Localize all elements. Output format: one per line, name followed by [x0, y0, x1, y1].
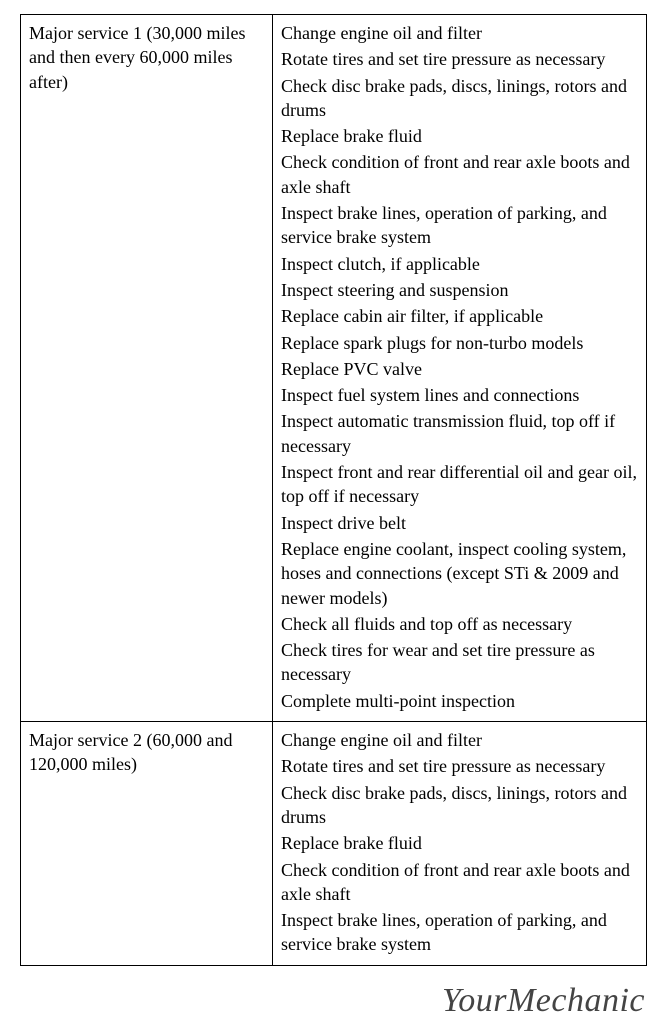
- service-item: Rotate tires and set tire pressure as ne…: [281, 754, 638, 778]
- footer-brand: YourMechanic: [0, 976, 667, 1030]
- service-items-cell: Change engine oil and filterRotate tires…: [273, 722, 647, 966]
- service-item: Check condition of front and rear axle b…: [281, 150, 638, 199]
- service-item: Check disc brake pads, discs, linings, r…: [281, 74, 638, 123]
- service-item: Inspect clutch, if applicable: [281, 252, 638, 276]
- service-item: Check all fluids and top off as necessar…: [281, 612, 638, 636]
- service-table: Major service 1 (30,000 miles and then e…: [20, 14, 647, 966]
- service-item: Check condition of front and rear axle b…: [281, 858, 638, 907]
- service-item: Inspect automatic transmission fluid, to…: [281, 409, 638, 458]
- service-item: Rotate tires and set tire pressure as ne…: [281, 47, 638, 71]
- service-item: Inspect drive belt: [281, 511, 638, 535]
- service-label-cell: Major service 1 (30,000 miles and then e…: [21, 15, 273, 722]
- service-item: Inspect brake lines, operation of parkin…: [281, 908, 638, 957]
- table-row: Major service 2 (60,000 and 120,000 mile…: [21, 722, 647, 966]
- table-row: Major service 1 (30,000 miles and then e…: [21, 15, 647, 722]
- table-container: Major service 1 (30,000 miles and then e…: [0, 0, 667, 976]
- service-item: Check tires for wear and set tire pressu…: [281, 638, 638, 687]
- service-item: Inspect front and rear differential oil …: [281, 460, 638, 509]
- service-item: Replace brake fluid: [281, 124, 638, 148]
- service-label-cell: Major service 2 (60,000 and 120,000 mile…: [21, 722, 273, 966]
- service-items-cell: Change engine oil and filterRotate tires…: [273, 15, 647, 722]
- service-item: Check disc brake pads, discs, linings, r…: [281, 781, 638, 830]
- service-table-body: Major service 1 (30,000 miles and then e…: [21, 15, 647, 966]
- service-item: Inspect fuel system lines and connection…: [281, 383, 638, 407]
- service-item: Replace spark plugs for non-turbo models: [281, 331, 638, 355]
- service-item: Replace cabin air filter, if applicable: [281, 304, 638, 328]
- service-item: Replace brake fluid: [281, 831, 638, 855]
- service-item: Replace PVC valve: [281, 357, 638, 381]
- service-item: Change engine oil and filter: [281, 728, 638, 752]
- service-item: Complete multi-point inspection: [281, 689, 638, 713]
- service-item: Inspect brake lines, operation of parkin…: [281, 201, 638, 250]
- service-item: Inspect steering and suspension: [281, 278, 638, 302]
- service-item: Replace engine coolant, inspect cooling …: [281, 537, 638, 610]
- service-item: Change engine oil and filter: [281, 21, 638, 45]
